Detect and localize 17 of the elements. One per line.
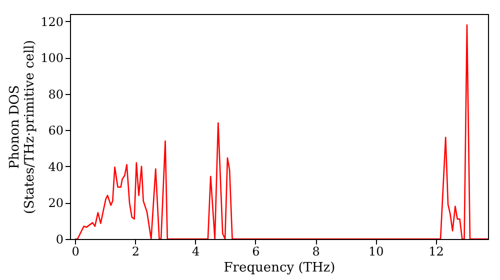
y-tick-label: 40 [48, 160, 64, 174]
y-tick-label: 80 [48, 87, 64, 102]
x-tick-label: 6 [252, 244, 260, 258]
line-series [74, 24, 488, 239]
y-tick-label: 20 [48, 196, 64, 210]
x-tick-label: 0 [72, 244, 80, 258]
x-tick-label: 10 [368, 244, 384, 258]
x-tick-label: 4 [192, 244, 200, 258]
y-tick-label: 100 [40, 51, 64, 66]
x-tick-label: 12 [428, 244, 444, 258]
y-tick-label: 0 [56, 232, 64, 246]
y-tick-label: 60 [48, 124, 64, 138]
y-tick-label: 120 [40, 14, 64, 29]
x-tick-label: 2 [132, 244, 140, 258]
y-axis-title: Phonon DOS (States/THz·primitive cell) [8, 40, 38, 214]
x-axis-title: Frequency (THz) [224, 260, 336, 276]
x-tick-label: 8 [312, 244, 320, 258]
